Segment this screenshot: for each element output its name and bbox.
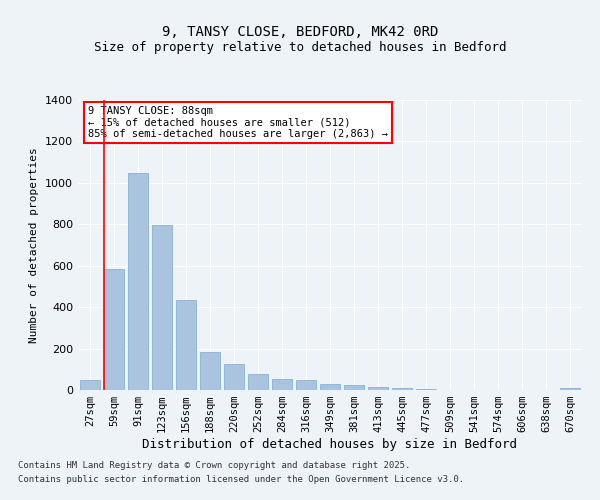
Bar <box>560 388 580 390</box>
Bar <box>248 374 268 390</box>
X-axis label: Distribution of detached houses by size in Bedford: Distribution of detached houses by size … <box>143 438 517 451</box>
Bar <box>224 364 244 390</box>
Text: Contains public sector information licensed under the Open Government Licence v3: Contains public sector information licen… <box>18 476 464 484</box>
Bar <box>296 380 316 390</box>
Text: 9 TANSY CLOSE: 88sqm
← 15% of detached houses are smaller (512)
85% of semi-deta: 9 TANSY CLOSE: 88sqm ← 15% of detached h… <box>88 106 388 139</box>
Bar <box>128 172 148 390</box>
Bar <box>392 388 412 390</box>
Bar <box>344 386 364 390</box>
Text: 9, TANSY CLOSE, BEDFORD, MK42 0RD: 9, TANSY CLOSE, BEDFORD, MK42 0RD <box>162 26 438 40</box>
Bar <box>104 269 124 390</box>
Bar <box>368 387 388 390</box>
Bar <box>200 352 220 390</box>
Y-axis label: Number of detached properties: Number of detached properties <box>29 147 40 343</box>
Bar <box>152 226 172 390</box>
Bar <box>272 378 292 390</box>
Text: Contains HM Land Registry data © Crown copyright and database right 2025.: Contains HM Land Registry data © Crown c… <box>18 460 410 469</box>
Bar <box>80 380 100 390</box>
Text: Size of property relative to detached houses in Bedford: Size of property relative to detached ho… <box>94 41 506 54</box>
Bar <box>320 384 340 390</box>
Bar <box>176 300 196 390</box>
